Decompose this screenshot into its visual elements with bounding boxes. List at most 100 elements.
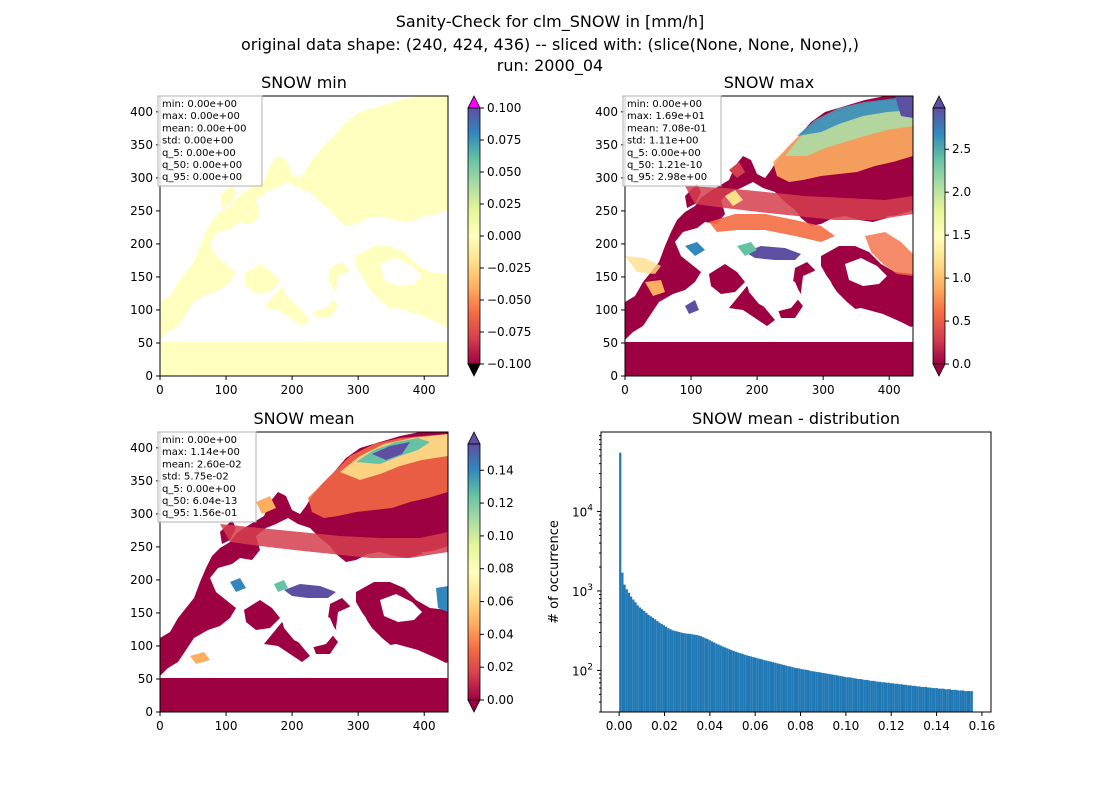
x-tick-label: 400 (413, 719, 436, 733)
histogram-bar (678, 631, 681, 712)
y-tick-label: 0 (610, 369, 618, 383)
histogram-bar (638, 607, 641, 712)
histogram-bar (902, 684, 906, 712)
y-tick-label: 200 (130, 573, 153, 587)
histogram-bar (785, 665, 788, 712)
map-heatmap (625, 96, 913, 376)
histogram-bar (872, 680, 875, 712)
histogram-bar (671, 630, 674, 712)
colorbar-tick-label: 2.0 (952, 185, 971, 199)
panel-title: SNOW min (261, 73, 347, 92)
stat-line: mean: 7.08e-01 (627, 123, 707, 134)
x-tick-label: 100 (680, 383, 703, 397)
x-tick-label: 100 (215, 383, 238, 397)
histogram-bar (689, 633, 692, 712)
histogram-bar (789, 666, 792, 712)
stat-line: q_95: 0.00e+00 (162, 172, 242, 183)
histogram-bar (889, 683, 893, 712)
histogram-bar (892, 683, 895, 712)
colorbar-tick-label: 0.08 (487, 562, 514, 576)
stat-line: min: 0.00e+00 (162, 435, 237, 446)
x-tick-label: 200 (281, 719, 304, 733)
histogram-bar (756, 658, 759, 712)
histogram-bar (905, 684, 908, 712)
histogram-bar (852, 678, 855, 712)
histogram-bar (710, 641, 714, 712)
histogram-bar (723, 647, 727, 712)
histogram-bar (922, 686, 925, 712)
y-tick-label: 0 (145, 369, 153, 383)
histogram-bar (734, 651, 738, 712)
histogram-bar (935, 688, 938, 712)
histogram-bar (680, 632, 683, 712)
x-tick-label: 0.06 (742, 719, 769, 733)
histogram-bar (833, 674, 836, 712)
axes-frame (600, 431, 992, 713)
histogram-bar (737, 652, 740, 712)
panel-snow-min: SNOW min 0 100 200 300 400 0 50 100 150 200 250 300… (130, 73, 531, 397)
histogram-bar (625, 589, 628, 712)
y-tick-label: 104 (572, 503, 593, 519)
histogram-bar (715, 643, 718, 712)
histogram-bar (621, 572, 624, 712)
histogram-bar (964, 691, 967, 712)
histogram-bar (741, 653, 744, 712)
histogram-bar (627, 592, 631, 712)
y-tick-label: 300 (130, 507, 153, 521)
histogram-bar (940, 688, 943, 712)
histogram-bar (649, 616, 652, 712)
histogram-bar (802, 669, 805, 712)
histogram-bar (970, 691, 973, 712)
histogram-bar (885, 682, 888, 712)
histogram-bar (719, 645, 722, 712)
colorbar-tick-label: 0.075 (487, 133, 521, 147)
histogram-bar (944, 689, 947, 712)
histogram-bar (745, 655, 748, 712)
histogram-bar (702, 637, 705, 712)
colorbar-tick-label: 0.5 (952, 314, 971, 328)
colorbar-tick-label: −0.025 (487, 261, 531, 275)
x-tick-label: 200 (281, 383, 304, 397)
colorbar: 0.14 0.12 0.10 0.08 0.06 0.04 0.02 0.00 (467, 431, 514, 713)
histogram-bar (800, 669, 803, 712)
colorbar-tick-label: −0.075 (487, 325, 531, 339)
histogram-bar (883, 682, 886, 712)
y-tick-label: 103 (572, 583, 593, 599)
histogram-bar (778, 663, 781, 712)
y-tick-label: 100 (595, 303, 618, 317)
x-tick-label: 400 (878, 383, 901, 397)
histogram-bar (743, 654, 746, 712)
colorbar-tick-label: 0.0 (952, 357, 971, 371)
histogram-bar (861, 679, 864, 712)
histogram-bar (697, 635, 700, 712)
histogram-bar (959, 690, 962, 712)
y-tick-label: 250 (130, 204, 153, 218)
y-tick-label: 400 (130, 105, 153, 119)
histogram-bar (931, 688, 934, 712)
histogram-bar (632, 599, 635, 712)
stat-line: q_5: 0.00e+00 (162, 148, 236, 159)
histogram-bar (894, 683, 897, 712)
histogram-bar (776, 663, 779, 712)
histogram-bar (835, 675, 838, 712)
x-tick-label: 0.12 (878, 719, 905, 733)
histogram-bar (754, 657, 757, 712)
y-tick-label: 150 (595, 270, 618, 284)
stat-line: max: 0.00e+00 (162, 111, 240, 122)
histogram-bar (865, 679, 869, 712)
histogram-bar (809, 670, 812, 712)
histogram-bar (662, 625, 665, 712)
x-tick-label: 300 (812, 383, 835, 397)
y-tick-label: 300 (595, 171, 618, 185)
colorbar-tick-label: 0.02 (487, 660, 514, 674)
histogram-bar (916, 686, 919, 712)
colorbar-under-arrow (467, 363, 481, 377)
histogram-bar (721, 646, 724, 712)
histogram-bar (900, 684, 903, 712)
colorbar-tick-label: 0.00 (487, 693, 514, 707)
histogram-bar (780, 664, 783, 712)
stat-line: std: 1.11e+00 (627, 136, 699, 147)
histogram-bar (946, 689, 949, 712)
colorbar-tick-label: 2.5 (952, 142, 971, 156)
